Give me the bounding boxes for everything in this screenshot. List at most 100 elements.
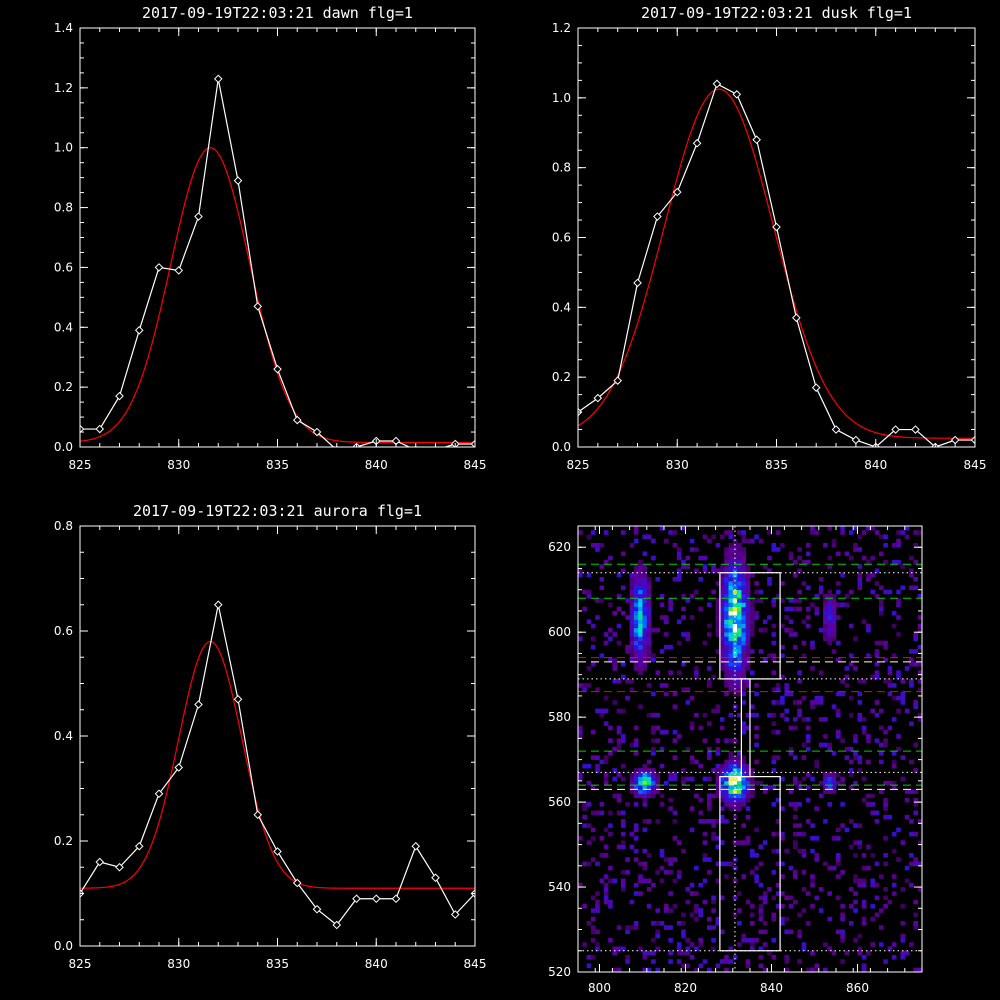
heatmap-cell [638,789,643,794]
heatmap-cell [719,772,725,777]
heatmap-cell [676,950,682,956]
heatmap-cell [917,615,922,620]
heatmap-cell [741,627,746,633]
heatmap-cell [668,670,673,675]
heatmap-cell [633,627,639,633]
heatmap-cell [616,640,622,646]
heatmap-cell [909,759,914,765]
heatmap-cell [827,632,832,637]
heatmap-cell [844,666,850,671]
heatmap-cell [814,593,820,599]
heatmap-cell [638,772,643,777]
heatmap-cell [784,717,789,722]
heatmap-cell [887,683,893,688]
heatmap-cell [775,861,781,867]
heatmap-cell [823,606,828,612]
heatmap-cell [844,602,850,608]
heatmap-cell [638,610,643,616]
heatmap-cell [625,925,630,930]
heatmap-cell [629,589,635,595]
heatmap-cell [578,725,583,731]
heatmap-cell [857,572,863,578]
heatmap-cell [629,602,635,608]
heatmap-cell [724,797,729,803]
heatmap-cell [857,547,863,552]
heatmap-cell [659,593,665,599]
heatmap-cell [659,729,665,735]
heatmap-cell [780,916,785,922]
heatmap-cell [788,746,794,752]
heatmap-cell [883,861,888,867]
heatmap-cell [754,691,759,697]
heatmap-cell [909,861,914,867]
heatmap-cell [719,623,725,629]
heatmap-cell [689,806,695,811]
heatmap-cell [896,708,901,714]
heatmap-cell [883,853,888,858]
heatmap-cell [810,530,815,535]
heatmap-cell [823,615,828,620]
heatmap-cell [646,615,652,620]
heatmap-cell [603,721,609,726]
heatmap-cell [801,581,807,586]
heatmap-cell [750,870,755,875]
heatmap-cell [887,899,893,905]
heatmap-cell [737,687,742,692]
heatmap-cell [689,725,695,731]
heatmap-cell [642,606,648,612]
heatmap-cell [883,559,888,565]
heatmap-cell [857,844,863,850]
heatmap-cell [633,789,639,794]
heatmap-cell [629,831,635,837]
heatmap-cell [909,721,914,726]
heatmap-cell [728,568,734,574]
heatmap-cell [707,538,712,544]
heatmap-cell [707,925,712,930]
heatmap-cell [896,598,901,603]
heatmap-cell [801,755,807,760]
heatmap-cell [698,606,703,612]
heatmap-cell [818,695,824,701]
heatmap-cell [603,827,609,833]
heatmap-cell [698,797,703,803]
heatmap-cell [750,938,755,943]
heatmap-cell [728,861,734,867]
heatmap-cell [797,678,802,684]
heatmap-cell [788,904,794,909]
heatmap-cell [818,589,824,595]
heatmap-cell [698,963,703,969]
heatmap-cell [698,908,703,913]
heatmap-cell [737,572,742,578]
y-tick-label: 540 [548,880,571,894]
heatmap-cell [599,759,605,765]
heatmap-cell [866,865,871,871]
heatmap-cell [827,742,832,748]
heatmap-cell [621,530,626,535]
heatmap-cell [840,938,845,943]
heatmap-cell [676,551,682,557]
heatmap-cell [840,929,845,935]
heatmap-cell [586,593,592,599]
heatmap-cell [879,708,884,714]
heatmap-cell [861,967,867,972]
heatmap-cell [917,887,922,892]
heatmap-cell [599,598,605,603]
heatmap-cell [874,819,880,824]
heatmap-cell [745,572,751,578]
heatmap-cell [758,861,764,867]
heatmap-cell [638,776,643,782]
heatmap-cell [616,729,622,735]
heatmap-cell [633,793,639,799]
heatmap-cell [586,534,592,540]
heatmap-cell [797,568,802,574]
heatmap-cell [724,959,729,964]
heatmap-cell [750,768,755,773]
heatmap-cell [750,649,755,654]
heatmap-cell [861,899,867,905]
y-tick-label: 0.4 [54,729,73,743]
heatmap-cell [909,657,914,663]
heatmap-cell [771,721,777,726]
heatmap-cell [861,797,867,803]
heatmap-cell [715,568,721,574]
heatmap-cell [719,797,725,803]
